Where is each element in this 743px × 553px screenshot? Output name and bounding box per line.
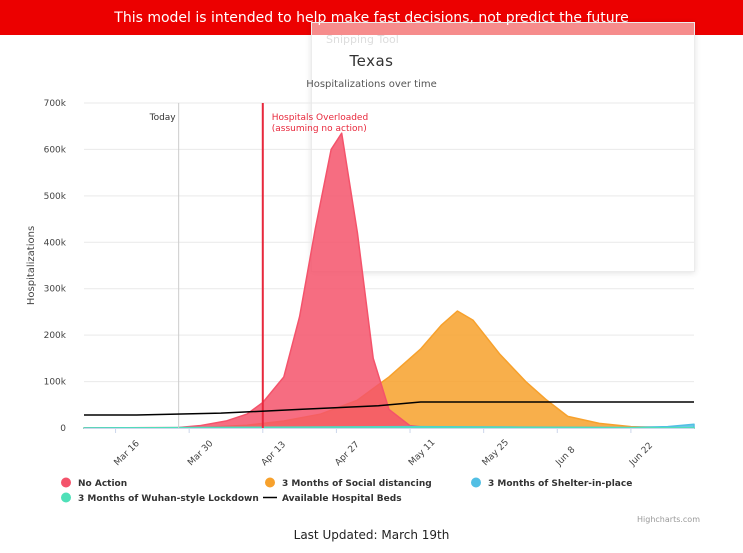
legend-item-no-action[interactable]: No Action bbox=[61, 477, 127, 490]
x-tick-label: May 25 bbox=[481, 438, 511, 468]
x-tick-label: Apr 27 bbox=[333, 440, 361, 468]
legend-label: No Action bbox=[78, 479, 127, 489]
y-tick-label: 200k bbox=[44, 331, 67, 341]
overload-label: Hospitals Overloaded bbox=[272, 113, 368, 123]
snipping-tool-label: Snipping Tool bbox=[326, 33, 399, 46]
snipping-tool-overlay: Snipping Tool bbox=[311, 22, 695, 272]
y-tick-label: 0 bbox=[60, 424, 66, 434]
x-tick-label: Mar 30 bbox=[186, 439, 215, 468]
series-areas bbox=[83, 132, 695, 429]
disclaimer-text: This model is intended to help make fast… bbox=[114, 9, 629, 26]
series-lines bbox=[84, 401, 694, 416]
y-tick-label: 300k bbox=[44, 285, 67, 295]
x-tick-label: Apr 13 bbox=[260, 440, 288, 468]
chart-subtitle: Hospitalizations over time bbox=[306, 79, 437, 90]
x-tick-label: May 11 bbox=[407, 438, 437, 468]
legend-symbol bbox=[61, 492, 71, 503]
legend-label: Available Hospital Beds bbox=[282, 494, 402, 504]
x-tick-label: Mar 16 bbox=[113, 439, 142, 468]
legend-item-3-months-of-social-distancing[interactable]: 3 Months of Social distancing bbox=[265, 477, 432, 490]
y-tick-label: 100k bbox=[44, 378, 67, 388]
highcharts-credit[interactable]: Highcharts.com bbox=[637, 515, 700, 524]
x-tick-label: Jun 22 bbox=[627, 441, 655, 469]
y-tick-label: 700k bbox=[44, 99, 67, 109]
legend-label: 3 Months of Wuhan-style Lockdown bbox=[78, 494, 259, 504]
legend-symbol bbox=[471, 477, 481, 488]
chart-title: Texas bbox=[349, 52, 394, 70]
legend-label: 3 Months of Social distancing bbox=[282, 479, 432, 489]
y-axis-title: Hospitalizations bbox=[26, 226, 37, 305]
last-updated: Last Updated: March 19th bbox=[293, 528, 450, 542]
legend-symbol bbox=[61, 477, 71, 488]
series-line-available-hospital-beds[interactable] bbox=[84, 401, 694, 416]
annotations: Today Hospitals Overloaded(assuming no ac… bbox=[149, 103, 368, 428]
legend-symbol bbox=[265, 477, 275, 488]
y-tick-label: 600k bbox=[44, 145, 67, 155]
legend-label: 3 Months of Shelter-in-place bbox=[488, 479, 632, 489]
overload-label: (assuming no action) bbox=[272, 124, 367, 134]
today-label: Today bbox=[149, 113, 177, 123]
series-area-3-months-of-wuhan-style-lockdown[interactable] bbox=[83, 426, 695, 429]
x-tick-label: Jun 8 bbox=[554, 445, 578, 469]
legend-item-3-months-of-wuhan-style-lockdown[interactable]: 3 Months of Wuhan-style Lockdown bbox=[61, 492, 259, 505]
legend: No Action 3 Months of Social distancing 3 … bbox=[61, 477, 632, 505]
y-tick-label: 500k bbox=[44, 192, 67, 202]
y-tick-label: 400k bbox=[44, 238, 67, 248]
legend-item-available-hospital-beds[interactable]: Available Hospital Beds bbox=[263, 494, 402, 504]
legend-item-3-months-of-shelter-in-place[interactable]: 3 Months of Shelter-in-place bbox=[471, 477, 632, 490]
